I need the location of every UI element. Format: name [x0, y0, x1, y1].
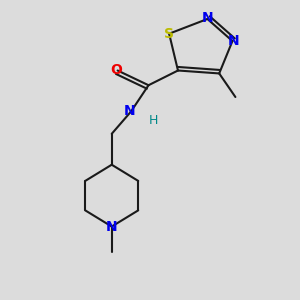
Text: H: H	[148, 114, 158, 127]
Text: O: O	[110, 64, 122, 77]
Text: N: N	[202, 11, 213, 25]
Text: N: N	[228, 34, 240, 48]
Text: N: N	[106, 220, 118, 234]
Text: S: S	[164, 27, 174, 41]
Text: N: N	[124, 104, 135, 118]
